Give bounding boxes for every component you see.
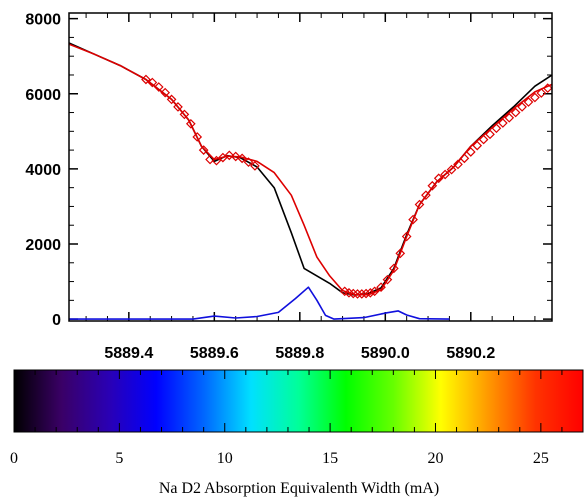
diamond-marker — [491, 123, 502, 134]
diamond-marker — [395, 248, 406, 259]
x-tick-label: 5890.2 — [446, 345, 495, 362]
diamond-marker — [389, 263, 399, 274]
diamond-marker — [369, 286, 380, 297]
diamond-marker — [179, 109, 190, 120]
diamond-marker — [185, 118, 196, 129]
colorbar-tick-label: 20 — [427, 450, 443, 467]
series-layer — [69, 42, 552, 320]
diamond-marker — [356, 289, 367, 299]
diamond-marker — [542, 83, 553, 93]
y-tick-label: 6000 — [25, 87, 61, 104]
diamond-marker — [414, 199, 425, 210]
diamond-marker — [421, 190, 431, 201]
x-tick-label: 5889.8 — [275, 345, 324, 362]
diamond-marker — [198, 145, 209, 155]
diamond-marker — [382, 274, 393, 285]
y-tick-label: 4000 — [25, 162, 61, 179]
diamond-marker — [192, 132, 203, 142]
diamond-marker — [224, 150, 235, 161]
diamond-marker — [361, 288, 371, 299]
diamond-marker — [536, 88, 547, 98]
diamond-marker — [408, 214, 418, 225]
plot-area: 0 2000 4000 6000 8000 5889.4 5889.6 5889.8 5890… — [25, 12, 553, 362]
diamond-marker — [173, 102, 183, 112]
diamond-marker — [453, 159, 463, 170]
diamond-marker — [530, 92, 540, 103]
colorbar: 0 5 10 15 20 25 Na D2 Absorption Equivalenth … — [10, 369, 584, 497]
diamond-marker — [243, 157, 254, 167]
diamond-marker — [166, 94, 177, 105]
diamond-marker — [352, 289, 363, 299]
colorbar-tick-label: 10 — [217, 450, 233, 467]
colorbar-gradient — [13, 369, 584, 433]
diamond-marker — [205, 154, 215, 165]
diamond-marker — [485, 129, 495, 140]
diamond-marker — [497, 118, 508, 128]
diamond-marker — [472, 140, 483, 151]
colorbar-tick-label: 0 — [10, 450, 18, 467]
diamond-marker — [160, 87, 171, 98]
y-axis-ticks: 0 2000 4000 6000 8000 — [25, 12, 552, 329]
series-line-2 — [69, 286, 450, 320]
y-tick-label: 8000 — [25, 12, 61, 29]
diamond-marker — [250, 161, 260, 171]
diamond-marker — [141, 74, 151, 85]
x-tick-label: 5889.4 — [104, 345, 153, 362]
diamond-marker — [478, 134, 489, 145]
x-tick-label: 5890.0 — [361, 345, 410, 362]
x-tick-label: 5889.6 — [190, 345, 239, 362]
colorbar-tick-label: 15 — [322, 450, 338, 467]
diamond-marker — [211, 155, 222, 166]
colorbar-tick-label: 25 — [533, 450, 549, 467]
diamond-marker — [147, 77, 158, 88]
diamond-marker — [427, 180, 438, 191]
diamond-marker — [459, 153, 470, 164]
diamond-marker — [237, 153, 247, 164]
colorbar-title: Na D2 Absorption Equivalenth Width (mA) — [159, 480, 439, 497]
marker-layer — [141, 74, 553, 299]
diamond-marker — [504, 112, 515, 123]
colorbar-ticks: 0 5 10 15 20 25 — [10, 370, 584, 467]
colorbar-tick-label: 5 — [115, 450, 123, 467]
diamond-marker — [376, 282, 386, 293]
diamond-marker — [440, 169, 450, 180]
diamond-marker — [465, 147, 476, 157]
x-axis-ticks: 5889.4 5889.6 5889.8 5890.0 5890.2 — [85, 13, 536, 362]
diamond-marker — [517, 102, 527, 112]
plot-frame — [68, 12, 553, 322]
series-line-1 — [69, 43, 552, 296]
y-tick-label: 2000 — [25, 237, 61, 254]
diamond-marker — [365, 287, 376, 298]
diamond-marker — [153, 82, 164, 92]
diamond-marker — [433, 173, 444, 184]
diamond-marker — [401, 231, 412, 242]
diamond-marker — [446, 164, 457, 175]
y-tick-label: 0 — [52, 312, 61, 329]
series-line-0 — [69, 42, 552, 296]
diamond-marker — [523, 97, 534, 107]
diamond-marker — [510, 107, 521, 118]
diamond-marker — [230, 151, 241, 162]
